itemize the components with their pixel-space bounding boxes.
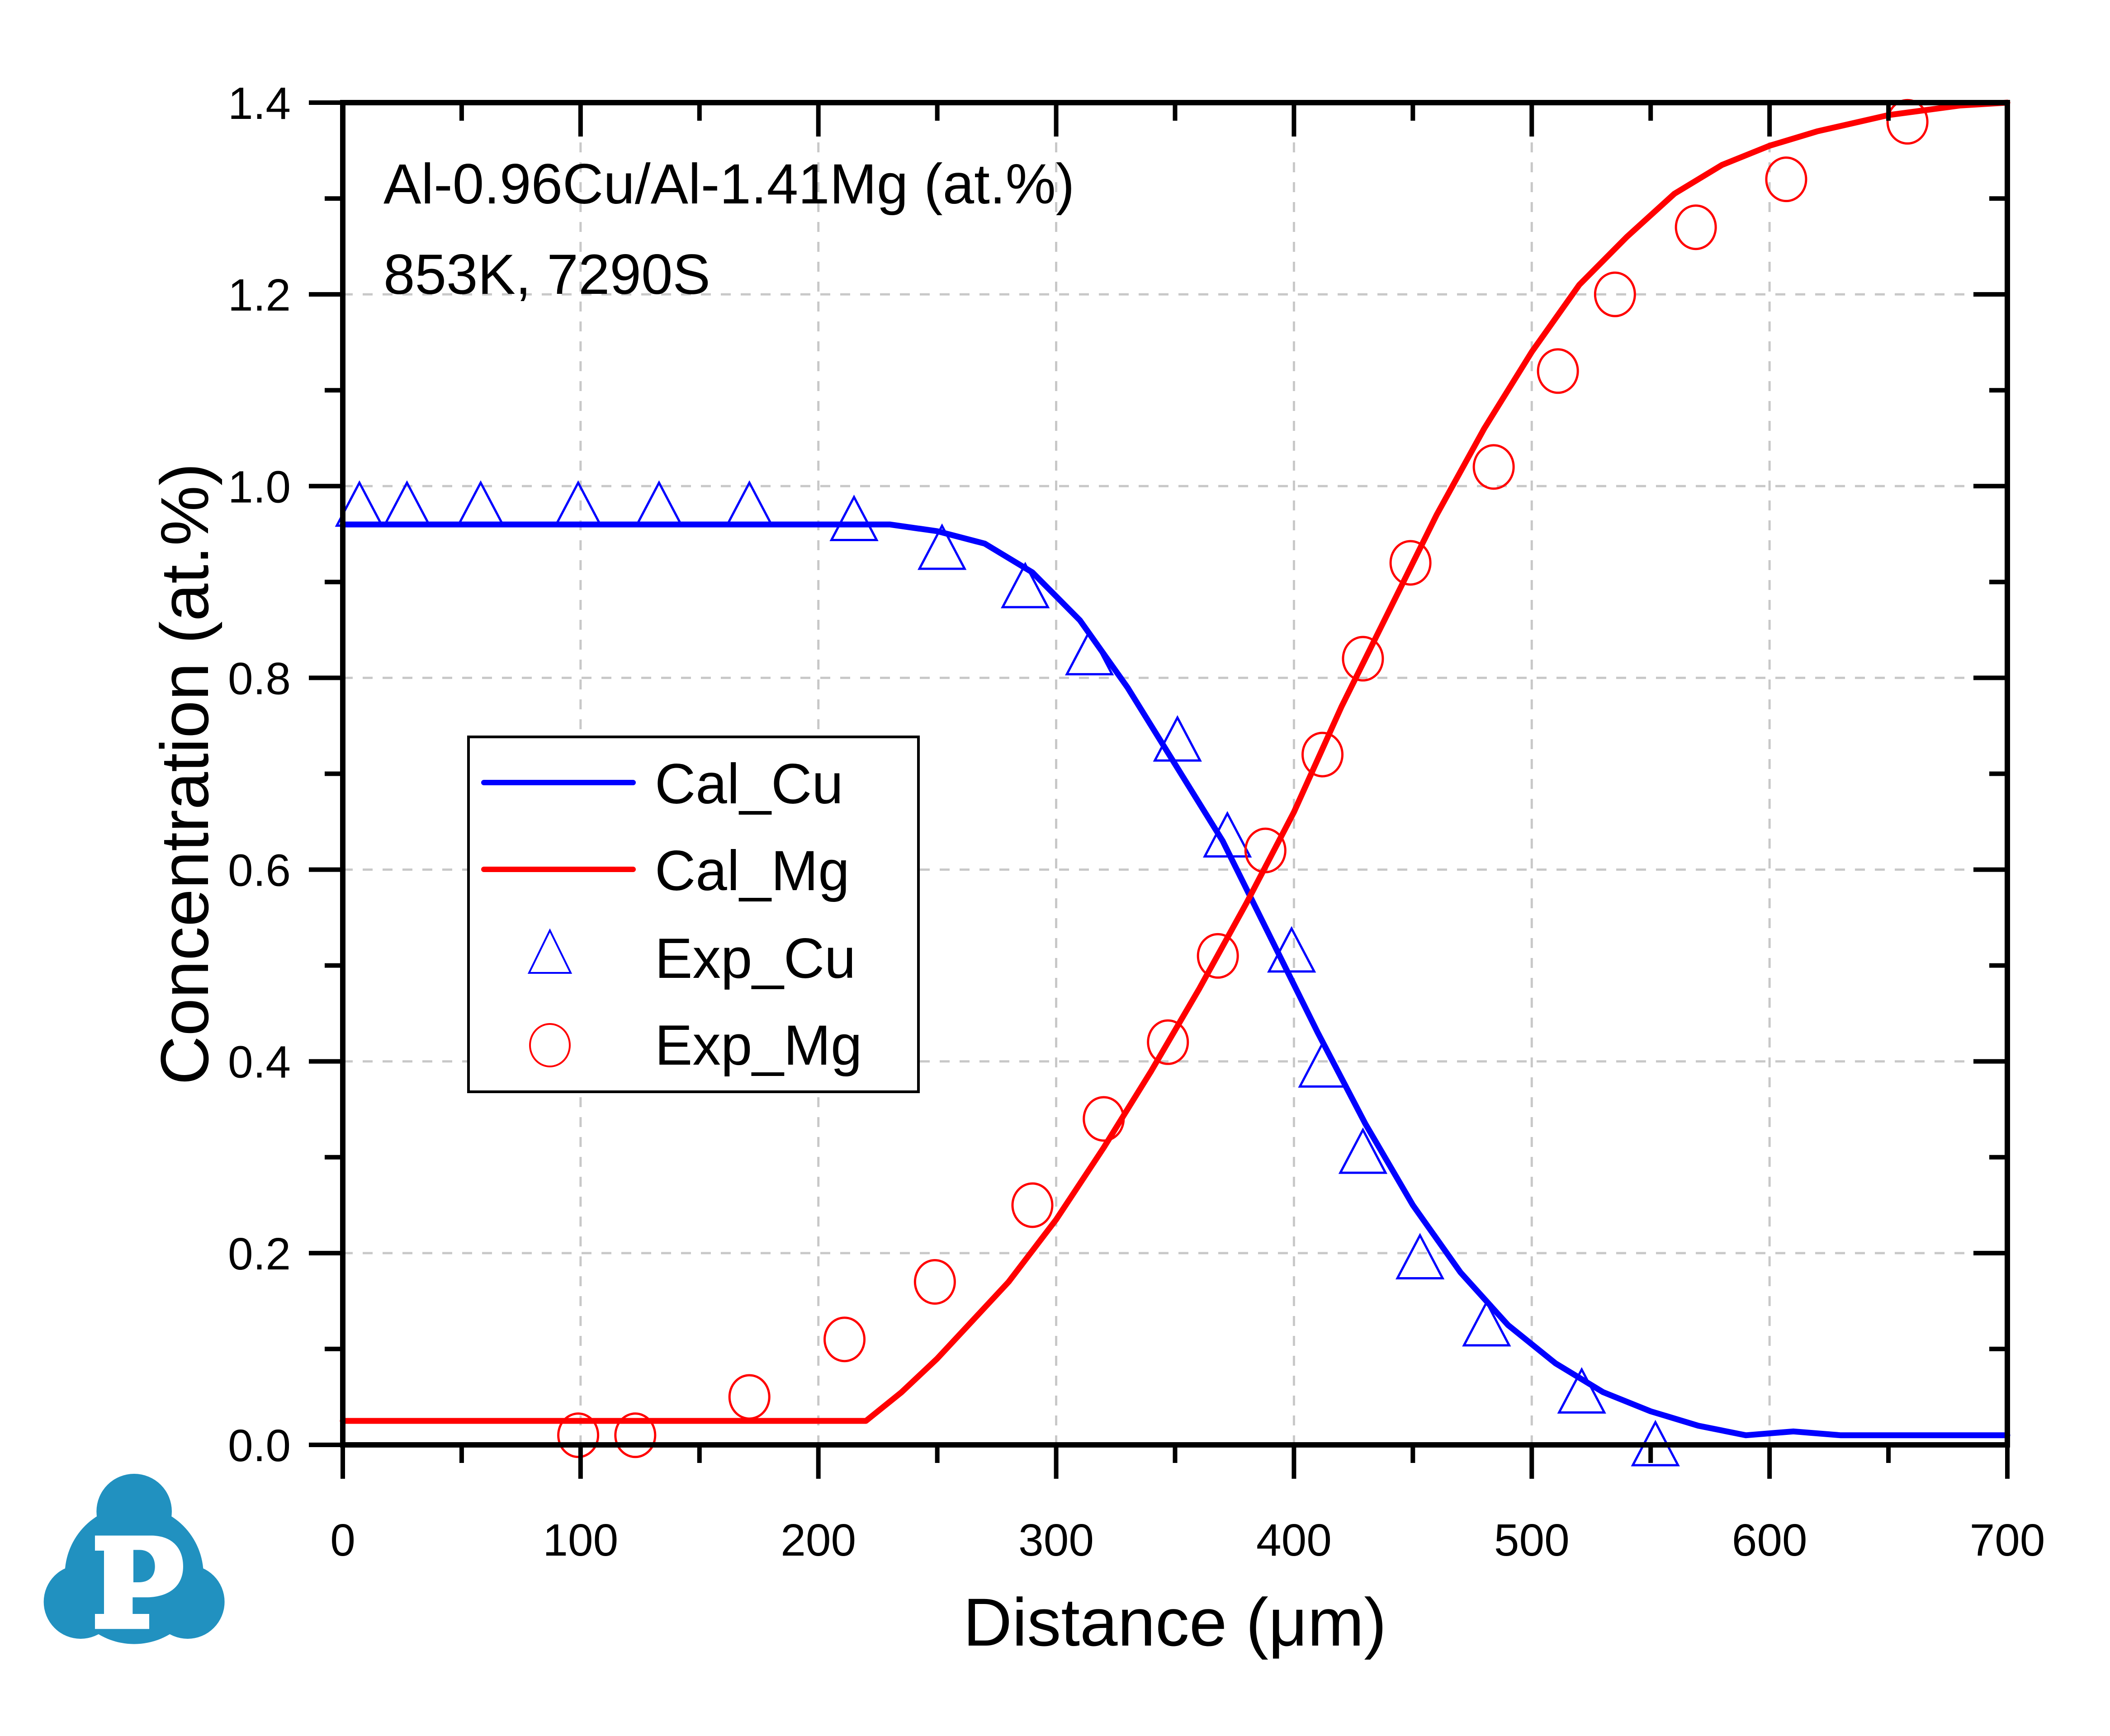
data-point-exp-mg [1675, 204, 1717, 250]
legend-label-cal-mg: Cal_Mg [655, 840, 850, 902]
x-tick-label: 300 [1018, 1515, 1094, 1566]
y-axis-title: Concentration (at.%) [147, 463, 222, 1085]
data-point-exp-cu [1338, 1127, 1388, 1174]
y-tick-label: 1.4 [228, 78, 291, 129]
y-tick-label: 0.8 [228, 653, 291, 704]
data-point-exp-mg [728, 1374, 771, 1420]
legend-box [467, 736, 920, 1093]
data-point-exp-mg [1083, 1096, 1125, 1142]
p-cloud-logo [43, 1473, 225, 1644]
y-tick-label: 1.0 [228, 462, 291, 512]
legend-label-exp-cu: Exp_Cu [655, 927, 856, 990]
x-tick-label: 200 [781, 1515, 856, 1566]
x-tick-label: 600 [1732, 1515, 1807, 1566]
data-point-exp-cu [634, 480, 684, 527]
data-point-exp-cu [1001, 561, 1050, 609]
x-tick-label: 0 [330, 1515, 355, 1566]
data-point-exp-mg [1765, 156, 1807, 203]
x-tick-label: 700 [1970, 1515, 2045, 1566]
data-point-exp-mg [823, 1316, 866, 1363]
data-point-exp-mg [557, 1412, 600, 1458]
data-point-exp-mg [1011, 1182, 1054, 1228]
annotation-conditions: 853K, 7290S [383, 243, 710, 306]
data-point-exp-mg [1594, 271, 1636, 317]
x-axis-title: Distance (μm) [963, 1584, 1387, 1660]
data-point-exp-mg [1244, 827, 1287, 873]
x-tick-label: 100 [543, 1515, 618, 1566]
data-point-exp-mg [913, 1259, 956, 1305]
y-tick-label: 1.2 [228, 270, 291, 321]
y-tick-label: 0.2 [228, 1229, 291, 1279]
data-point-exp-cu [1462, 1300, 1511, 1347]
series-line-cal-cu [340, 521, 2011, 1439]
data-point-exp-cu [1065, 629, 1114, 675]
data-point-exp-mg [614, 1412, 657, 1458]
data-point-exp-cu [1267, 926, 1316, 973]
y-tick-label: 0.4 [228, 1037, 291, 1088]
logo-letter-p [95, 1535, 183, 1629]
data-point-exp-mg [1537, 348, 1579, 394]
legend-label-exp-mg: Exp_Mg [655, 1014, 862, 1077]
data-point-exp-cu [1203, 811, 1252, 858]
data-point-exp-mg [1886, 99, 1929, 145]
data-point-exp-cu [1395, 1233, 1445, 1279]
data-point-exp-cu [554, 480, 603, 527]
y-tick-label: 0.0 [228, 1420, 291, 1471]
data-point-exp-mg [1147, 1019, 1189, 1065]
data-point-exp-cu [918, 523, 967, 570]
y-tick-label: 0.6 [228, 845, 291, 896]
x-tick-label: 500 [1494, 1515, 1570, 1566]
series-line-cal-mg [340, 99, 2011, 1424]
data-point-exp-cu [725, 480, 774, 527]
data-point-exp-mg [1301, 731, 1344, 778]
data-point-exp-cu [829, 495, 879, 542]
legend-swatch-exp-mg [529, 1023, 571, 1067]
series-layer [335, 99, 2011, 1467]
legend: Cal_Cu Cal_Mg Exp_Cu Exp_Mg [467, 736, 920, 1093]
annotation-composition: Al-0.96Cu/Al-1.41Mg (at.%) [383, 153, 1074, 216]
legend-swatch-exp-cu [527, 928, 572, 974]
data-point-exp-cu [382, 480, 432, 527]
data-point-exp-mg [1342, 636, 1384, 682]
data-point-exp-cu [1557, 1367, 1606, 1414]
data-point-exp-cu [335, 480, 384, 527]
x-tick-label: 400 [1256, 1515, 1332, 1566]
data-point-exp-cu [1153, 715, 1202, 762]
data-point-exp-mg [1197, 933, 1239, 979]
data-point-exp-cu [456, 480, 506, 527]
ticks: 0 100 200 300 400 500 600 700 0.0 0.2 0.4 0.6 0.8 1.0… [228, 78, 2045, 1566]
data-point-exp-cu [1298, 1041, 1347, 1088]
legend-label-cal-cu: Cal_Cu [655, 753, 843, 816]
data-point-exp-mg [1389, 540, 1432, 586]
data-point-exp-mg [1472, 444, 1515, 490]
